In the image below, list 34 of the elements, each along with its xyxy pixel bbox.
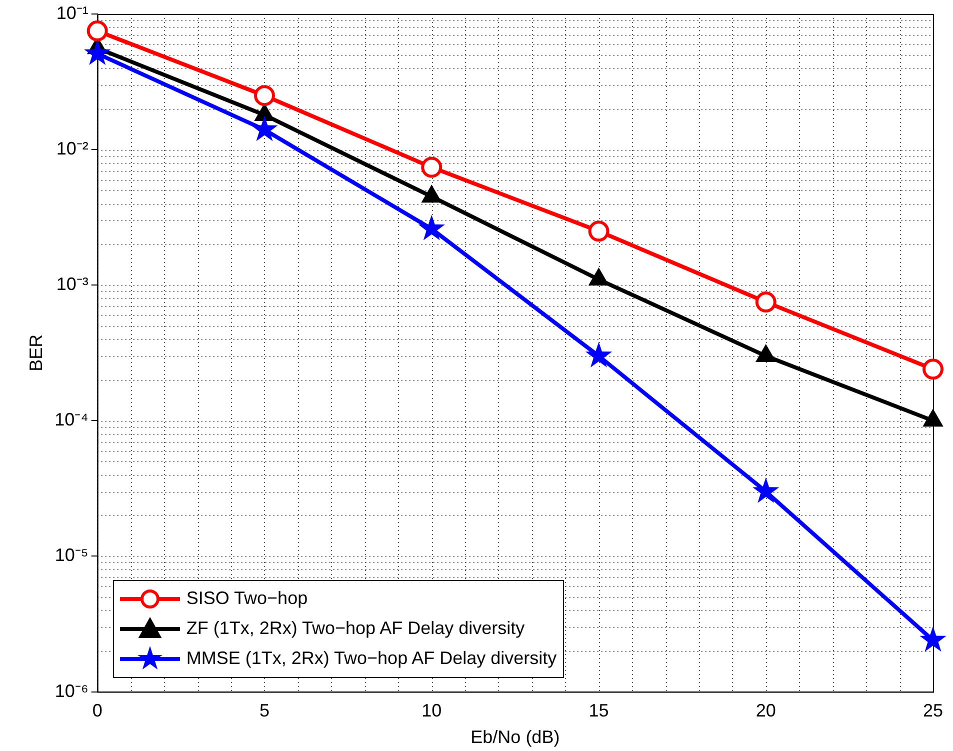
x-tick-label: 10 (422, 700, 442, 721)
point (418, 214, 445, 240)
point (254, 85, 275, 106)
point (588, 220, 610, 242)
x-tick-label: 0 (92, 700, 102, 721)
y-tick-label: 10⁻⁴ (54, 410, 88, 430)
x-tick-label: 20 (756, 700, 776, 721)
point (589, 269, 608, 286)
legend-label: ZF (1Tx, 2Rx) Two−hop AF Delay diversity (186, 618, 525, 640)
x-tick-label: 25 (922, 700, 944, 721)
y-tick-label: 10⁻⁵ (54, 545, 88, 566)
point (922, 358, 944, 380)
y-tick-label: 10⁻⁶ (54, 680, 88, 701)
point (251, 116, 278, 142)
point (755, 292, 776, 313)
point (422, 186, 441, 203)
y-tick-label: 10⁻² (56, 138, 88, 159)
y-axis-title: BER (26, 334, 46, 372)
x-axis-title: Eb/No (dB) (470, 727, 560, 748)
point (756, 346, 776, 362)
point (84, 40, 111, 65)
x-tick-label: 5 (259, 700, 270, 721)
point (421, 156, 442, 178)
y-tick-label: 10⁻¹ (56, 2, 88, 23)
legend-label: MMSE (1Tx, 2Rx) Two−hop AF Delay diversity (186, 648, 557, 670)
point (752, 478, 780, 503)
point (924, 410, 942, 427)
x-tick-label: 15 (588, 700, 609, 721)
point (86, 20, 108, 42)
point (255, 104, 274, 121)
point (920, 626, 946, 652)
legend-label: SISO Two−hop (186, 588, 308, 610)
y-tick-label: 10⁻³ (56, 274, 88, 294)
point (585, 342, 612, 368)
